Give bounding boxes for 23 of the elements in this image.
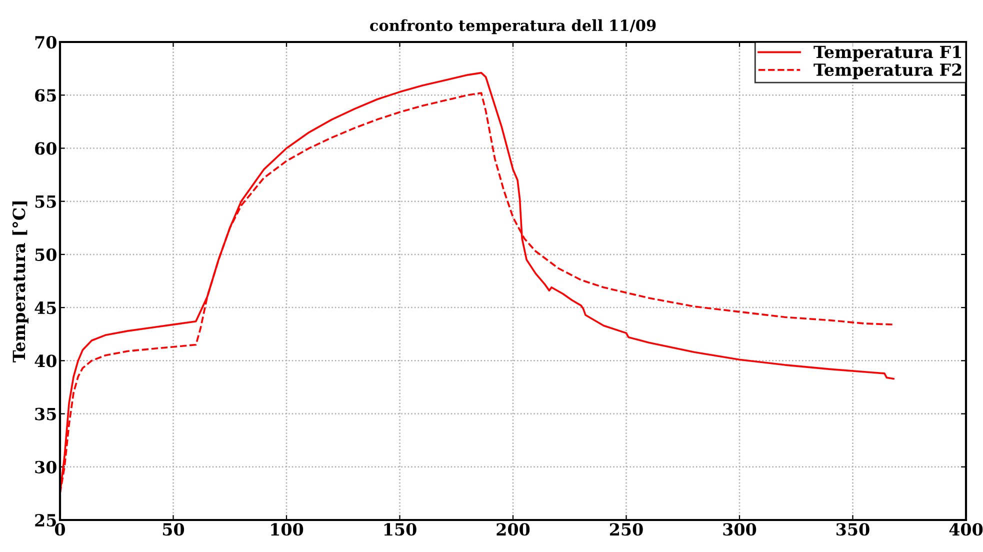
y-tick-label: 45 (34, 302, 56, 314)
y-tick-label: 40 (34, 354, 56, 368)
x-tick-label: 50 (163, 523, 184, 536)
y-tick-label: 60 (35, 142, 56, 155)
x-tick-label: 100 (271, 523, 304, 536)
x-tick-label: 250 (610, 523, 643, 536)
x-tick-label: 400 (949, 523, 983, 536)
x-tick-label: 0 (54, 523, 66, 536)
y-tick-label: 65 (35, 89, 56, 102)
y-tick-label: 25 (35, 514, 56, 527)
y-tick-label: 70 (35, 36, 56, 49)
y-tick-label: 50 (35, 248, 56, 262)
y-tick-label: 35 (35, 408, 56, 420)
x-tick-label: 350 (836, 523, 870, 536)
chart-title: confronto temperatura dell 11/09 (370, 19, 656, 34)
legend-label: Temperatura F1 (814, 46, 962, 62)
y-tick-label: 30 (35, 460, 56, 474)
legend-label: Temperatura F2 (814, 63, 962, 80)
x-tick-label: 200 (496, 523, 530, 536)
x-tick-label: 300 (723, 523, 756, 536)
y-tick-label: 55 (35, 196, 56, 208)
x-tick-label: 150 (384, 523, 416, 536)
y-axis-title: Temperatura [°C] (12, 202, 28, 362)
